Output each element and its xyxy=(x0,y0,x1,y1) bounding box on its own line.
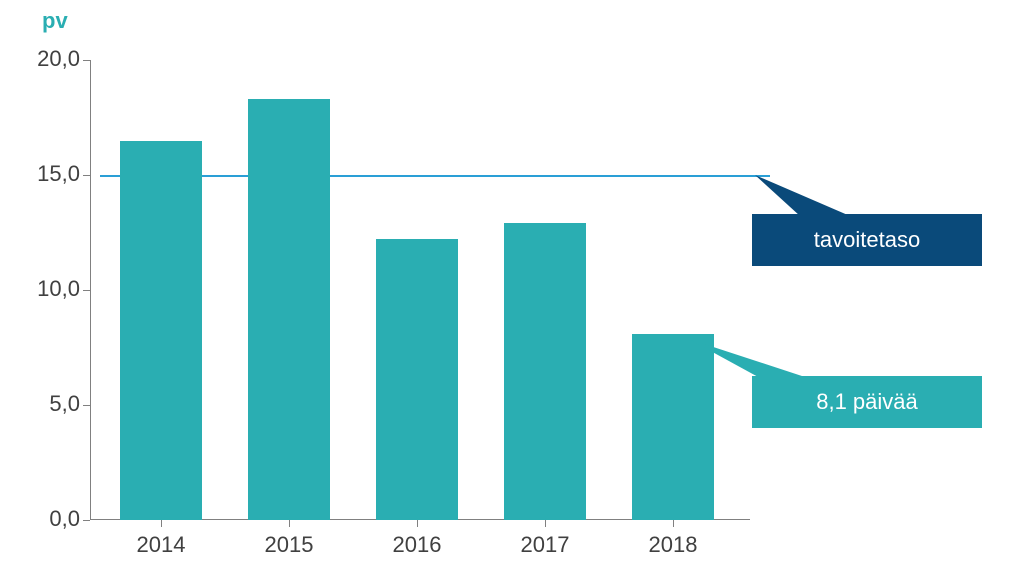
value-callout: 8,1 päivää xyxy=(752,376,982,428)
bar xyxy=(504,223,586,520)
y-axis-tick xyxy=(83,60,90,61)
target-callout: tavoitetaso xyxy=(752,214,982,266)
x-axis-tick xyxy=(289,520,290,527)
x-axis-tick-label: 2016 xyxy=(367,532,467,558)
plot-area xyxy=(90,60,750,520)
y-axis-line xyxy=(90,60,91,520)
y-axis-tick xyxy=(83,405,90,406)
bar xyxy=(120,141,202,521)
x-axis-tick-label: 2015 xyxy=(239,532,339,558)
x-axis-tick xyxy=(673,520,674,527)
y-axis-tick xyxy=(83,175,90,176)
x-axis-tick xyxy=(545,520,546,527)
x-axis-tick-label: 2014 xyxy=(111,532,211,558)
bar xyxy=(376,239,458,520)
y-axis-tick-label: 15,0 xyxy=(20,161,80,187)
value-callout-label: 8,1 päivää xyxy=(816,389,918,415)
y-axis-tick-label: 5,0 xyxy=(20,391,80,417)
x-axis-tick-label: 2017 xyxy=(495,532,595,558)
y-axis-tick xyxy=(83,290,90,291)
bar-chart: pv 0,0 5,0 10,0 15,0 20,0 2014 2015 2016 2017 20… xyxy=(0,0,1024,571)
y-axis-title: pv xyxy=(42,8,68,34)
target-callout-label: tavoitetaso xyxy=(814,227,920,253)
y-axis-tick-label: 20,0 xyxy=(20,46,80,72)
y-axis-tick xyxy=(83,520,90,521)
x-axis-tick xyxy=(161,520,162,527)
x-axis-tick xyxy=(417,520,418,527)
bar xyxy=(248,99,330,520)
y-axis-tick-label: 0,0 xyxy=(20,506,80,532)
x-axis-tick-label: 2018 xyxy=(623,532,723,558)
y-axis-tick-label: 10,0 xyxy=(20,276,80,302)
